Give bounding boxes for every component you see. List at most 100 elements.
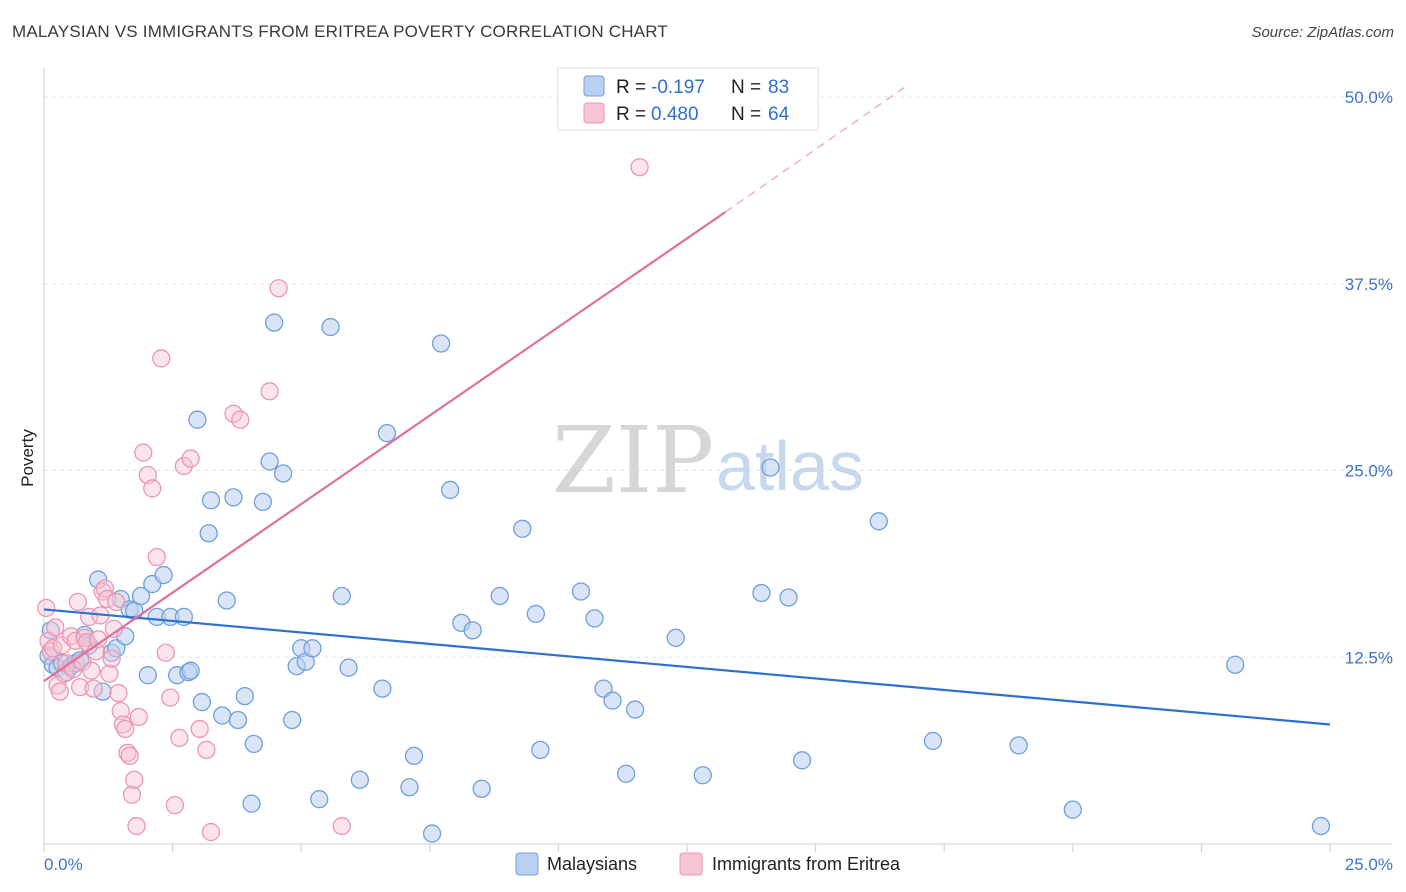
- malaysian-point: [431, 334, 451, 353]
- eritrea-point: [107, 592, 126, 612]
- eritrea-point: [138, 465, 157, 485]
- eritrea-point: [104, 619, 124, 639]
- eritrea-point: [102, 649, 121, 668]
- top-legend: R = -0.197 N = 83 R = 0.480 N = 64: [557, 67, 819, 131]
- malaysian-point: [571, 582, 591, 601]
- eritrea-point: [84, 679, 103, 698]
- malaysian-point: [779, 588, 798, 607]
- eritrea-point: [125, 770, 144, 789]
- malaysian-point: [440, 480, 460, 500]
- eritrea-point: [116, 719, 135, 739]
- series-malaysians-points: [39, 313, 1331, 843]
- malaysian-point: [228, 710, 248, 730]
- malaysian-point: [422, 824, 442, 843]
- malaysian-point: [513, 519, 532, 538]
- malaysian-point: [1311, 816, 1331, 836]
- malaysian-point: [373, 679, 392, 698]
- watermark: ZIP atlas: [552, 407, 864, 514]
- eritrea-point: [231, 410, 250, 429]
- malaysian-point: [616, 764, 636, 783]
- eritrea-point: [82, 661, 101, 680]
- malaysian-point: [213, 706, 232, 725]
- malaysian-point: [585, 609, 604, 628]
- eritrea-point: [174, 456, 194, 476]
- malaysian-point: [463, 621, 482, 640]
- legend-r-value: -0.197: [651, 77, 705, 98]
- eritrea-point: [181, 449, 200, 468]
- bottom-legend-swatch-pink: [679, 852, 703, 876]
- bottom-legend-label: Malaysians: [547, 854, 637, 874]
- malaysian-point: [154, 565, 173, 585]
- source-credit: Source: ZipAtlas.com: [1251, 24, 1394, 41]
- regression-lines: [43, 86, 1331, 726]
- malaysian-point: [242, 794, 261, 813]
- eritrea-point: [46, 618, 65, 637]
- malaysian-point: [192, 692, 212, 712]
- legend-n-value: 64: [768, 104, 790, 125]
- malaysian-point: [869, 512, 888, 531]
- watermark-zip: ZIP: [552, 407, 714, 514]
- eritrea-point: [156, 643, 175, 662]
- malaysian-point: [224, 488, 243, 507]
- legend-r-label: R =: [616, 104, 646, 125]
- y-tick-label: 12.5%: [1345, 648, 1393, 667]
- malaysian-point: [693, 766, 712, 785]
- malaysian-point: [531, 740, 550, 760]
- x-tick-labels: 0.0% 25.0%: [44, 855, 1393, 874]
- malaysian-point: [283, 710, 302, 730]
- bottom-legend: Malaysians Immigrants from Eritrea: [515, 852, 901, 876]
- malaysian-point: [792, 751, 812, 770]
- watermark-atlas: atlas: [716, 427, 864, 505]
- legend-n-value: 83: [768, 77, 789, 98]
- malaysian-point: [350, 770, 370, 789]
- malaysian-point: [526, 604, 545, 624]
- legend-r-label: R =: [616, 77, 646, 98]
- malaysian-point: [321, 317, 340, 337]
- x-tick-label: 0.0%: [44, 855, 83, 874]
- x-tick-label: 25.0%: [1345, 855, 1393, 874]
- eritrea-regression-extension: [724, 86, 907, 213]
- eritrea-point: [111, 701, 130, 721]
- malaysian-point: [201, 491, 221, 510]
- malaysian-point: [666, 628, 685, 647]
- malaysian-point: [260, 452, 279, 471]
- eritrea-point: [161, 688, 180, 707]
- bottom-legend-swatch-blue: [515, 852, 539, 876]
- malaysian-point: [199, 524, 218, 543]
- malaysian-regression-line: [43, 608, 1331, 726]
- y-tick-labels: 12.5% 25.0% 37.5% 50.0%: [1345, 88, 1393, 667]
- eritrea-point: [122, 785, 142, 804]
- eritrea-point: [190, 719, 209, 739]
- eritrea-point: [165, 796, 185, 815]
- malaysian-point: [303, 639, 322, 658]
- chart-title: MALAYSIAN VS IMMIGRANTS FROM ERITREA POV…: [12, 22, 668, 41]
- malaysian-point: [181, 661, 200, 680]
- eritrea-point: [269, 279, 288, 298]
- eritrea-point: [109, 683, 128, 703]
- bottom-legend-label: Immigrants from Eritrea: [712, 854, 901, 874]
- malaysian-point: [761, 458, 780, 477]
- malaysian-point: [923, 731, 943, 751]
- legend-swatch-pink: [583, 102, 605, 124]
- malaysian-point: [235, 686, 254, 706]
- malaysian-point: [377, 423, 397, 443]
- eritrea-point: [134, 443, 153, 462]
- malaysian-point: [131, 586, 151, 606]
- legend-r-value: 0.480: [651, 104, 699, 125]
- legend-n-label: N =: [731, 77, 761, 98]
- malaysian-point: [472, 779, 491, 798]
- malaysian-point: [400, 778, 419, 797]
- eritrea-point: [68, 592, 87, 612]
- malaysian-point: [752, 583, 771, 603]
- malaysian-point: [404, 746, 424, 766]
- axes: [43, 68, 1392, 852]
- eritrea-point: [70, 677, 90, 697]
- y-tick-label: 50.0%: [1345, 88, 1393, 107]
- eritrea-point: [197, 740, 216, 760]
- malaysian-point: [138, 666, 157, 685]
- malaysian-point: [274, 464, 293, 483]
- eritrea-point: [170, 728, 189, 748]
- eritrea-point: [118, 743, 137, 763]
- eritrea-point: [41, 642, 60, 661]
